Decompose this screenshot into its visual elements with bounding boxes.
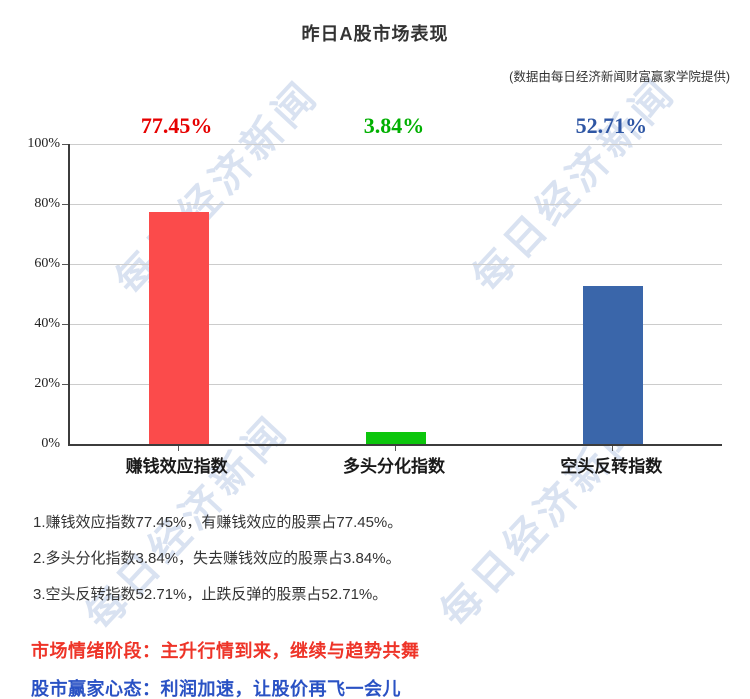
gridline-80	[70, 204, 722, 205]
x-axis-tick	[178, 446, 179, 451]
value-label-bear-reversal: 52.71%	[575, 113, 648, 138]
y-axis-tick-label: 0%	[41, 436, 60, 451]
y-axis-tick	[62, 324, 68, 325]
plot-area	[62, 144, 722, 451]
bar-money-effect-index	[149, 211, 209, 444]
category-label-money-effect: 赚钱效应指数	[125, 457, 228, 476]
note-bear-reversal: 3.空头反转指数52.71%，止跌反弹的股票占52.71%。	[33, 586, 388, 603]
bar-bull-divergence-index	[366, 432, 426, 444]
gridline-100	[70, 144, 722, 145]
market-sentiment-line: 市场情绪阶段：主升行情到来，继续与趋势共舞	[31, 641, 420, 661]
bar-bear-reversal-index	[583, 285, 643, 444]
y-axis-tick-label: 40%	[34, 316, 60, 331]
x-axis-tick	[395, 446, 396, 451]
y-axis-tick-label: 60%	[34, 256, 60, 271]
category-label-bear-reversal: 空头反转指数	[560, 457, 663, 476]
y-axis-tick	[62, 264, 68, 265]
winner-mentality-line: 股市赢家心态：利润加速，让股价再飞一会儿	[31, 679, 401, 699]
y-axis-tick	[62, 144, 68, 145]
category-labels-row: 赚钱效应指数 多头分化指数 空头反转指数	[68, 452, 720, 477]
gridline-20	[70, 384, 722, 385]
chart-title: 昨日A股市场表现	[301, 24, 449, 44]
y-axis-tick	[62, 204, 68, 205]
note-bull-divergence: 2.多头分化指数3.84%，失去赚钱效应的股票占3.84%。	[33, 550, 401, 567]
y-axis-tick-label: 100%	[27, 136, 60, 151]
value-label-money-effect: 77.45%	[140, 113, 213, 138]
y-axis-tick	[62, 384, 68, 385]
y-axis-tick-label: 80%	[34, 196, 60, 211]
x-axis-tick	[612, 446, 613, 451]
value-label-bull-divergence: 3.84%	[363, 113, 425, 138]
value-labels-row: 77.45% 3.84% 52.71%	[68, 113, 720, 139]
category-label-bull-divergence: 多头分化指数	[342, 457, 445, 476]
y-axis-tick-label: 20%	[34, 376, 60, 391]
note-money-effect: 1.赚钱效应指数77.45%，有赚钱效应的股票占77.45%。	[33, 514, 403, 531]
gridline-40	[70, 324, 722, 325]
gridline-60	[70, 264, 722, 265]
data-source-note: (数据由每日经济新闻财富赢家学院提供)	[509, 70, 730, 84]
